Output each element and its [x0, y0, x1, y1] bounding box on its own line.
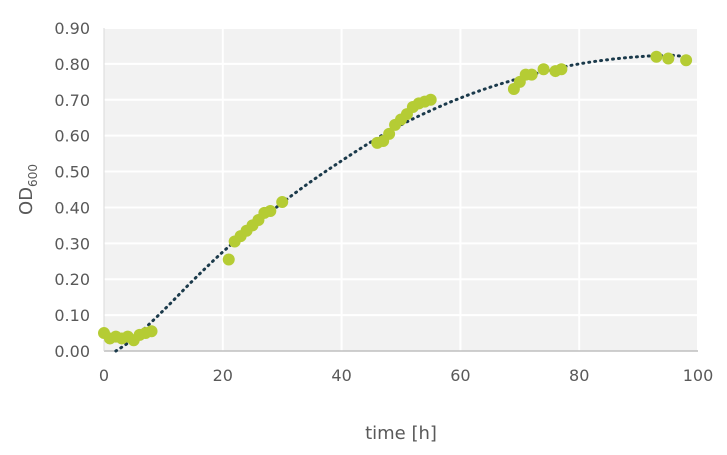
data-point [680, 54, 693, 67]
data-point [662, 52, 675, 65]
x-tick-label: 40 [331, 366, 351, 385]
data-point [525, 68, 538, 81]
y-tick-label: 0.80 [54, 55, 90, 74]
y-tick-label: 0.00 [54, 342, 90, 361]
y-axis-title-main: OD [16, 187, 37, 215]
data-point [383, 127, 396, 140]
y-tick-label: 0.20 [54, 270, 90, 289]
data-point [264, 205, 277, 218]
data-point [555, 63, 568, 76]
data-point [222, 253, 235, 266]
plot-area [104, 28, 698, 351]
data-point [537, 63, 550, 76]
data-point [276, 196, 289, 209]
tick-labels-layer: 0 20 40 60 80 100 0.00 0.10 0.20 0.30 0.40 0.50 0.60… [54, 19, 713, 385]
x-axis-title: time [h] [365, 423, 437, 444]
y-tick-label: 0.90 [54, 19, 90, 38]
x-tick-label: 60 [450, 366, 470, 385]
x-tick-label: 100 [683, 366, 714, 385]
x-tick-label: 20 [213, 366, 233, 385]
y-tick-label: 0.40 [54, 198, 90, 217]
data-points-layer [98, 50, 693, 347]
y-tick-label: 0.50 [54, 163, 90, 182]
grid [104, 27, 699, 351]
y-tick-label: 0.10 [54, 306, 90, 325]
y-axis-title-subscript: 600 [26, 164, 40, 187]
x-tick-label: 80 [569, 366, 589, 385]
y-axis-title: OD600 [16, 164, 40, 215]
data-point [650, 50, 663, 63]
y-tick-label: 0.30 [54, 234, 90, 253]
axes [103, 28, 698, 352]
x-tick-label: 0 [99, 366, 109, 385]
data-point [145, 325, 158, 338]
y-tick-label: 0.60 [54, 127, 90, 146]
y-tick-label: 0.70 [54, 91, 90, 110]
data-point [424, 93, 437, 106]
